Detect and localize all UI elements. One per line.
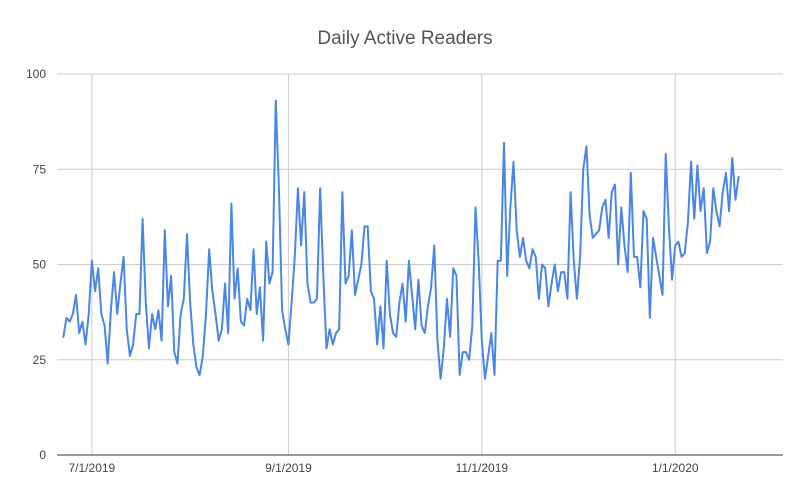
series-layer	[62, 99, 740, 380]
x-tick-label: 9/1/2019	[265, 461, 312, 475]
y-tick-label: 25	[33, 353, 47, 367]
series-line-0	[62, 99, 740, 380]
tick-labels: 0 25 50 75 100 7/1/2019 9/1/2019 11/1/2019 1/1/2…	[26, 67, 699, 475]
y-tick-label: 100	[26, 67, 46, 81]
x-tick-label: 11/1/2019	[456, 461, 509, 475]
y-tick-label: 50	[33, 258, 47, 272]
x-tick-label: 1/1/2020	[652, 461, 699, 475]
x-tick-label: 7/1/2019	[69, 461, 116, 475]
y-tick-label: 0	[39, 448, 46, 462]
chart-title: Daily Active Readers	[317, 28, 492, 49]
y-tick-label: 75	[33, 162, 47, 176]
